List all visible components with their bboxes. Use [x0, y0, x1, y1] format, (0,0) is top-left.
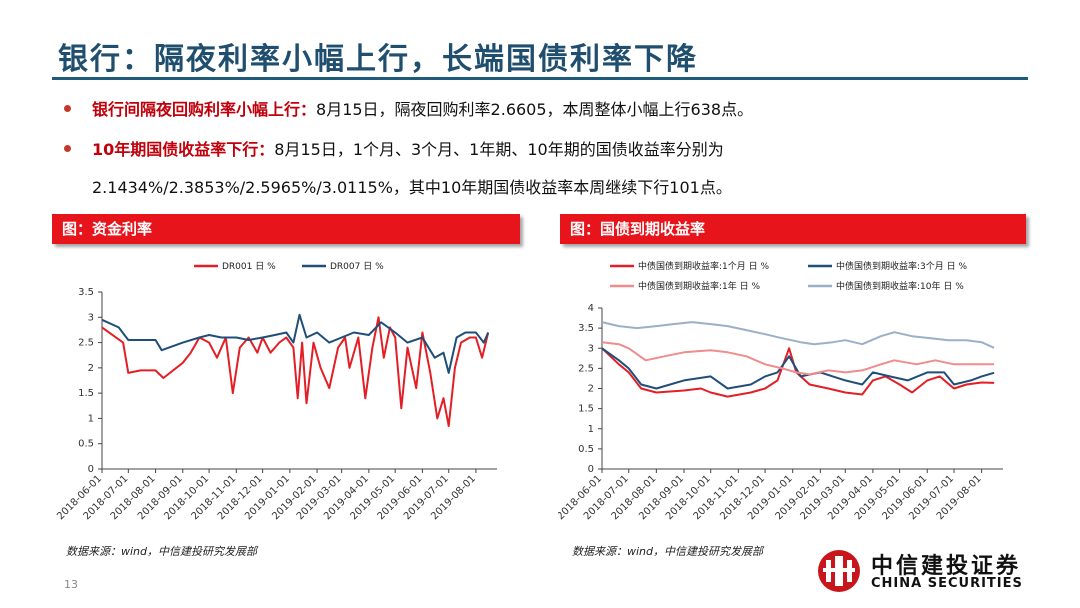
x-tick-label: 2018-06-01: [55, 473, 104, 522]
y-tick-label: 1: [88, 413, 94, 424]
series-line-3: [601, 341, 995, 376]
logo-icon: [818, 550, 860, 592]
y-tick-label: 3.5: [78, 287, 94, 298]
logo-chinese: 中信建投证券: [871, 553, 1022, 579]
y-tick-label: 2: [588, 384, 594, 395]
y-tick-label: 0: [588, 464, 594, 475]
chart-1-source: 数据来源：wind，中信建投研究发展部: [66, 545, 258, 558]
y-tick-label: 4: [588, 303, 594, 314]
legend-label: 中债国债到期收益率:3个月 日 %: [836, 260, 967, 272]
y-tick-label: 0.5: [578, 444, 594, 455]
y-tick-label: 3: [88, 312, 94, 323]
chart-2-title-bar: 图：国债到期收益率: [560, 214, 1026, 244]
series-line-2: [101, 313, 490, 374]
bullet-1-text: 8月15日，隔夜回购利率2.6605，本周整体小幅上行638点。: [316, 100, 754, 119]
bullet-2-continued: 2.1434%/2.3853%/2.5965%/3.0115%，其中10年期国债…: [92, 178, 732, 197]
y-tick-label: 1: [588, 424, 594, 435]
legend-label: 中债国债到期收益率:1个月 日 %: [638, 260, 769, 272]
series-line-2: [601, 347, 995, 390]
page-number: 13: [64, 578, 78, 591]
chart-treasury-yield: 00.511.522.533.542018-06-012018-07-01201…: [558, 260, 1003, 522]
y-tick-label: 0.5: [78, 439, 94, 450]
series-line-1: [101, 316, 490, 427]
bullet-2-text: 8月15日，1个月、3个月、1年期、10年期的国债收益率分别为: [274, 140, 724, 159]
company-logo: 中信建投证券 CHINA SECURITIES: [815, 548, 1027, 594]
title-underline: [52, 77, 1028, 80]
y-tick-label: 3: [588, 343, 594, 354]
y-tick-label: 1.5: [78, 388, 94, 399]
legend-label: DR001 日 %: [222, 261, 276, 272]
bullet-1-label: 银行间隔夜回购利率小幅上行：: [92, 100, 317, 119]
y-tick-label: 2.5: [78, 338, 94, 349]
bullet-dot: [64, 145, 71, 152]
chart-funding-rate: 00.511.522.533.52018-06-012018-07-012018…: [55, 261, 497, 522]
legend-label: DR007 日 %: [330, 261, 384, 272]
bullet-2: 10年期国债收益率下行：8月15日，1个月、3个月、1年期、10年期的国债收益率…: [92, 136, 724, 160]
y-tick-label: 0: [88, 464, 94, 475]
bullet-1: 银行间隔夜回购利率小幅上行：8月15日，隔夜回购利率2.6605，本周整体小幅上…: [92, 96, 753, 120]
legend-label: 中债国债到期收益率:1年 日 %: [638, 280, 760, 292]
legend-label: 中债国债到期收益率:10年 日 %: [836, 280, 964, 292]
logo-english: CHINA SECURITIES: [871, 576, 1023, 591]
slide-title: 银行：隔夜利率小幅上行，长端国债利率下降: [58, 42, 698, 77]
y-tick-label: 1.5: [578, 404, 594, 415]
y-tick-label: 2: [88, 363, 94, 374]
chart-2-source: 数据来源：wind，中信建投研究发展部: [572, 545, 764, 558]
y-tick-label: 2.5: [578, 363, 594, 374]
series-line-1: [601, 347, 995, 398]
y-tick-label: 3.5: [578, 323, 594, 334]
bullet-2-label: 10年期国债收益率下行：: [92, 140, 275, 159]
series-line-4: [601, 321, 995, 349]
bullet-dot: [64, 105, 71, 112]
chart-1-title-bar: 图：资金利率: [52, 214, 520, 244]
